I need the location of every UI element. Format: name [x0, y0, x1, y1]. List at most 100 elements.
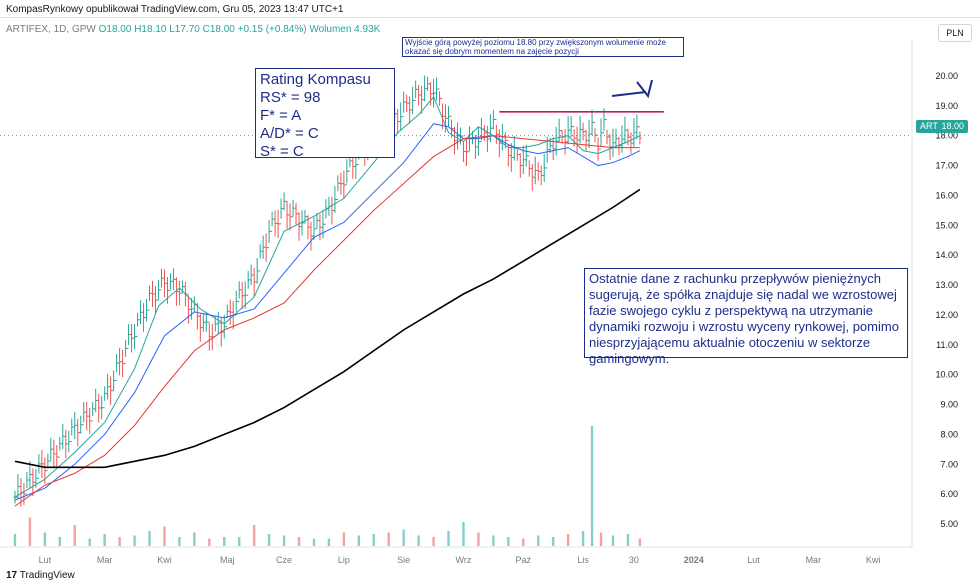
- volume-bar: [599, 532, 603, 546]
- y-tick-label: 7.00: [940, 459, 958, 469]
- volume-bar: [13, 534, 17, 546]
- y-tick-label: 19.00: [935, 101, 958, 111]
- volume-bar: [327, 538, 331, 546]
- rating-ad: A/D* = C: [260, 125, 319, 142]
- ma-mid-line: [14, 123, 641, 501]
- volume-bar: [402, 529, 405, 546]
- volume-bar: [590, 426, 594, 546]
- x-tick-label: Lut: [747, 555, 760, 565]
- volume-bar: [58, 537, 62, 546]
- volume-bar: [417, 535, 420, 546]
- volume-bar: [462, 522, 465, 546]
- volume-bar: [118, 537, 121, 546]
- volume-bar: [581, 531, 585, 546]
- header-divider: [0, 17, 980, 18]
- y-tick-label: 16.00: [935, 190, 958, 200]
- volume-bar: [163, 526, 166, 546]
- volume-bar: [148, 531, 151, 546]
- x-tick-label: 30: [629, 555, 639, 565]
- x-tick-label: Lut: [39, 555, 52, 565]
- arrow-icon: [611, 91, 647, 97]
- volume-bar: [342, 532, 346, 546]
- volume-bar: [537, 535, 540, 546]
- x-tick-label: Kwi: [157, 555, 172, 565]
- y-tick-label: 6.00: [940, 489, 958, 499]
- rating-rs: RS* = 98: [260, 89, 321, 106]
- x-tick-label: Paź: [516, 555, 532, 565]
- y-tick-label: 14.00: [935, 250, 958, 260]
- y-tick-label: 12.00: [935, 310, 958, 320]
- volume-bar: [372, 534, 375, 546]
- volume-bar: [88, 538, 91, 546]
- publisher-line: KompasRynkowy opublikował TradingView.co…: [6, 4, 344, 15]
- symbol-legend[interactable]: ARTIFEX, 1D, GPW O18.00 H18.10 L17.70 C1…: [6, 24, 380, 35]
- volume-value: Wolumen 4.93K: [309, 24, 381, 35]
- y-tick-label: 18.00: [935, 131, 958, 141]
- ohlc-values: O18.00 H18.10 L17.70 C18.00 +0.15 (+0.84…: [98, 24, 307, 35]
- currency-button[interactable]: PLN: [938, 24, 972, 42]
- volume-bar: [193, 532, 196, 546]
- y-tick-label: 13.00: [935, 280, 958, 290]
- volume-bar: [223, 537, 226, 546]
- y-tick-label: 11.00: [936, 340, 958, 350]
- x-tick-label: Wrz: [456, 555, 472, 565]
- y-tick-label: 15.00: [935, 220, 958, 230]
- x-tick-label: 2024: [684, 555, 704, 565]
- x-tick-label: Mar: [806, 555, 822, 565]
- symbol-info: ARTIFEX, 1D, GPW: [6, 24, 96, 35]
- footer-brand: 17 TradingView: [6, 570, 75, 581]
- rating-f: F* = A: [260, 107, 302, 124]
- volume-bar: [312, 538, 316, 546]
- x-tick-label: Cze: [276, 555, 292, 565]
- volume-bar: [238, 537, 241, 546]
- x-tick-label: Sie: [397, 555, 410, 565]
- volume-bar: [297, 537, 301, 546]
- volume-bar: [638, 538, 642, 546]
- volume-bar: [133, 535, 136, 546]
- volume-bar: [522, 538, 525, 546]
- tradingview-logo: 17: [6, 570, 18, 581]
- volume-bar: [267, 534, 271, 546]
- volume-bar: [282, 535, 286, 546]
- ma-200-line: [14, 188, 641, 469]
- volume-bar: [566, 534, 570, 546]
- y-tick-label: 10.00: [935, 370, 958, 380]
- x-tick-label: Lis: [577, 555, 589, 565]
- x-tick-label: Mar: [97, 555, 113, 565]
- volume-bar: [252, 525, 256, 546]
- volume-bar: [28, 517, 32, 546]
- volume-bar: [43, 532, 47, 546]
- price-chart[interactable]: 5.00 6.00 7.00 8.00 9.00 10.00 11.00 12.00 13.00…: [0, 40, 980, 570]
- volume-bar: [492, 535, 495, 546]
- y-tick-label: 8.00: [940, 429, 958, 439]
- last-price-tag: ART 18.00: [916, 120, 968, 133]
- rating-title: Rating Kompasu: [260, 71, 371, 88]
- volume-bar: [611, 535, 615, 546]
- y-tick-label: 20.00: [935, 71, 958, 81]
- breakout-note: Wyjście górą powyżej poziomu 18.80 przy …: [402, 37, 684, 57]
- price-tag-value: 18.00: [941, 121, 964, 131]
- x-tick-label: Lip: [338, 555, 350, 565]
- x-tick-label: Kwi: [866, 555, 881, 565]
- volume-bar: [507, 537, 510, 546]
- volume-bar: [178, 537, 181, 546]
- y-tick-label: 17.00: [935, 161, 958, 171]
- volume-bar: [447, 531, 450, 546]
- volume-bar: [387, 532, 390, 546]
- volume-bar: [103, 534, 106, 546]
- rating-s: S* = C: [260, 143, 304, 160]
- x-tick-label: Maj: [220, 555, 235, 565]
- arrow-head-icon: [636, 79, 653, 99]
- y-tick-label: 9.00: [940, 400, 958, 410]
- brand-label: TradingView: [19, 570, 75, 581]
- volume-bar: [208, 538, 211, 546]
- volume-bar: [432, 537, 435, 546]
- volume-bar: [357, 535, 361, 546]
- volume-bar: [551, 537, 555, 546]
- ma-long-line: [14, 135, 640, 507]
- volume-bar: [73, 525, 76, 546]
- volume-bar: [477, 532, 480, 546]
- volume-bar: [626, 534, 630, 546]
- price-tag-symbol: ART: [920, 121, 938, 131]
- comment-box: Ostatnie dane z rachunku przepływów pien…: [584, 268, 908, 366]
